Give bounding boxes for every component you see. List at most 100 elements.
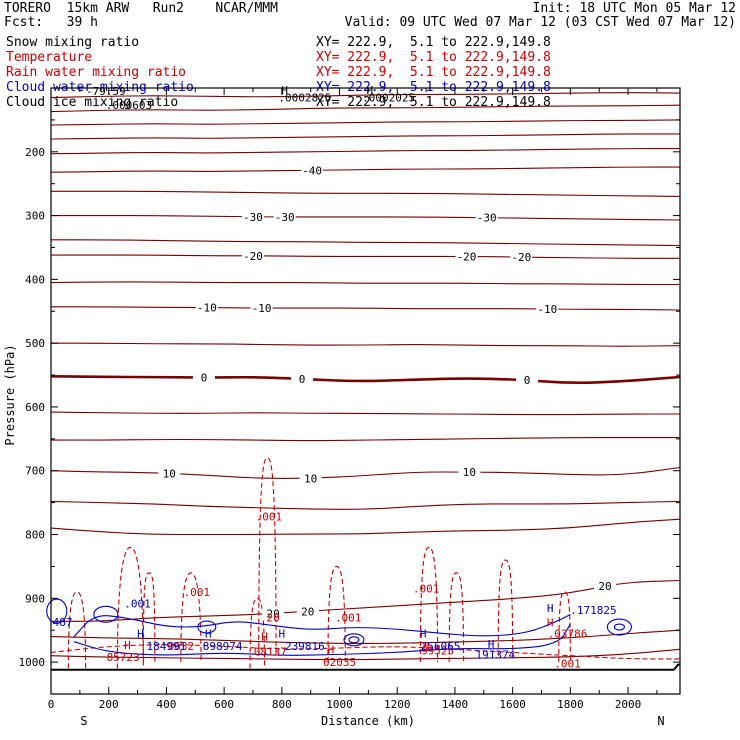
cloud-value-label: 898974	[203, 640, 243, 653]
x-tick-label: 1400	[442, 698, 469, 711]
rain-value-label: .001	[256, 511, 283, 524]
rain-contour	[249, 597, 266, 669]
cloud-water-contours	[46, 598, 632, 656]
x-tick-label: 2000	[615, 698, 642, 711]
y-tick-label: 900	[25, 592, 45, 605]
isotherm-line	[51, 306, 681, 311]
cloud-value-label: 184991	[147, 640, 187, 653]
snow-high-marker: H	[281, 84, 288, 97]
field-name-temperature: Temperature	[6, 50, 93, 65]
rain-contours	[50, 457, 680, 669]
isotherm-line	[50, 411, 680, 416]
isotherm-line	[50, 648, 681, 661]
rain-high-marker: H	[261, 631, 268, 644]
y-tick-label: 700	[25, 465, 45, 478]
isotherm-label: -10	[197, 301, 217, 314]
isotherm-label-bg	[158, 467, 181, 480]
contour-labels: -40 -30 -30 -30 -20 -20 -20 -10 -10 -10 0 0 0 10 10 10 2…	[53, 84, 617, 670]
y-tick-label: 200	[25, 146, 45, 159]
cloud-water-contour	[73, 613, 571, 637]
isotherm-label-bg	[536, 303, 559, 316]
y-tick-label: 300	[25, 210, 45, 223]
rain-value-label: .03786	[548, 627, 588, 640]
snow-value-label: .0002825	[278, 92, 331, 105]
header-line1-left: TORERO 15km ARW Run2 NCAR/MMM	[4, 1, 278, 16]
isotherm-label-bg	[475, 211, 498, 224]
isotherm-label-bg	[195, 301, 218, 314]
cloud-high-marker: H	[137, 627, 144, 640]
cloud-high-marker: H	[279, 627, 286, 640]
rain-contour	[497, 559, 514, 656]
x-tick-label: 400	[156, 698, 176, 711]
isotherm-line	[50, 133, 680, 140]
isotherm-label: -30	[243, 211, 263, 224]
field-xy-rain: XY= 222.9, 5.1 to 222.9,149.8	[316, 65, 551, 80]
isotherm-label-bg	[299, 472, 322, 485]
isotherm-label-bg	[192, 371, 215, 384]
isotherm-line	[50, 119, 681, 126]
rain-value-label: 85723	[107, 651, 140, 664]
isotherm-label: 0	[299, 373, 306, 386]
plot-frame	[50, 87, 681, 695]
isotherm-line	[51, 342, 681, 347]
south-label: S	[80, 714, 87, 728]
rain-value-label: .001	[554, 657, 581, 670]
rain-contour	[116, 546, 144, 669]
isotherm-label-bg	[510, 251, 533, 264]
x-tick-label: 1200	[384, 698, 411, 711]
field-xy-temperature: XY= 222.9, 5.1 to 222.9,149.8	[316, 50, 551, 65]
isotherm-label-bg	[241, 249, 264, 262]
isotherm-line	[51, 190, 681, 197]
field-xy-snow: XY= 222.9, 5.1 to 222.9,149.8	[316, 35, 551, 50]
isotherm-label-bg	[455, 250, 478, 263]
isotherm-label: -40	[302, 164, 322, 177]
isotherm-line	[50, 148, 680, 155]
isotherm-label-bg	[516, 374, 539, 387]
rain-contour	[327, 565, 346, 663]
cloud-water-cell	[93, 605, 119, 623]
cloud-value-label: 191374	[475, 648, 515, 661]
rain-value-label: .001	[335, 611, 362, 624]
cloud-water-cell	[343, 633, 365, 647]
x-tick-label: 0	[48, 698, 55, 711]
isotherm-line	[51, 215, 681, 221]
cloud-high-marker: H	[547, 602, 554, 615]
isotherm-line	[50, 104, 681, 113]
cloud-high-marker: H	[205, 627, 212, 640]
isotherm-line	[51, 437, 680, 442]
isotherm-label: 10	[463, 466, 476, 479]
isotherm-label-bg	[458, 466, 481, 479]
isotherm-label: -30	[477, 212, 497, 225]
y-tick-label: 600	[25, 401, 45, 414]
rain-high-marker: H	[328, 643, 335, 656]
terrain-surface-end	[673, 663, 680, 671]
field-name-snow: Snow mixing ratio	[6, 35, 140, 50]
isotherm-line	[50, 518, 681, 536]
isotherm-label: -20	[457, 250, 477, 263]
isotherm-line	[50, 629, 681, 644]
rain-high-marker: H	[124, 639, 131, 652]
y-axis-title: Pressure (hPa)	[3, 344, 17, 445]
isotherm-label: -20	[243, 250, 263, 263]
cloud-value-label: .171825	[570, 604, 616, 617]
isotherm-label: 0	[201, 372, 208, 385]
cloud-value-label: .001	[124, 597, 151, 610]
header-line2-left: Fcst: 39 h	[4, 15, 98, 30]
isotherm-group	[50, 92, 681, 661]
top-value-label: -79.59	[86, 85, 126, 98]
cloud-water-cell	[348, 636, 360, 644]
rain-contour-band	[50, 644, 680, 660]
rain-contour	[448, 572, 465, 663]
x-axis-title: Distance (km)	[321, 714, 415, 728]
isotherm-label-bg	[250, 302, 273, 315]
isotherm-line	[50, 166, 680, 173]
isotherm-line	[50, 500, 681, 510]
y-tick-label: 400	[25, 273, 45, 286]
cloud-value-label: 256065	[421, 640, 461, 653]
x-tick-label: 1000	[326, 698, 353, 711]
isotherm-label-bg	[241, 210, 264, 223]
snow-value-label: .0002025	[362, 92, 415, 105]
isotherm-label: -10	[252, 302, 272, 315]
isotherm-line	[50, 92, 681, 99]
